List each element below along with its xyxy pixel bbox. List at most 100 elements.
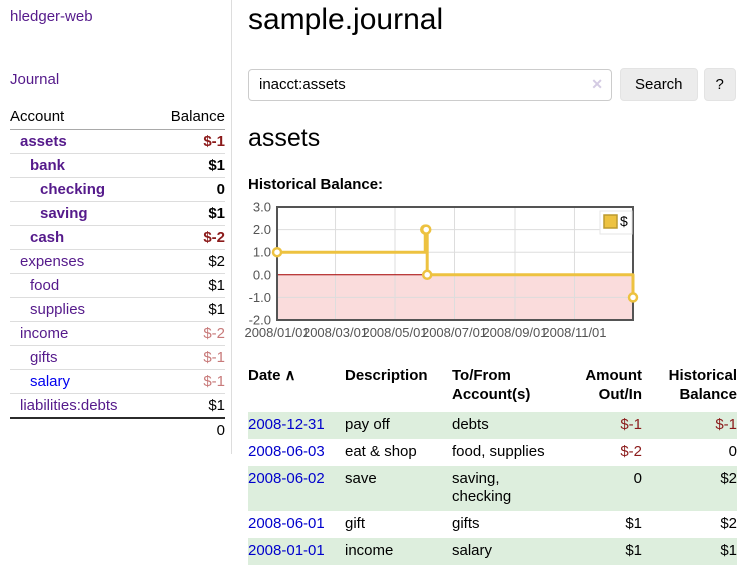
accounts-total-row: 0	[10, 417, 225, 442]
account-link[interactable]: supplies	[30, 301, 86, 318]
account-row: income $-2	[10, 321, 225, 346]
transaction-date-link[interactable]: 2008-06-01	[248, 515, 325, 532]
transaction-amount: $-1	[620, 416, 642, 433]
account-balance: $-1	[203, 349, 225, 366]
account-balance: 0	[216, 181, 225, 198]
account-link[interactable]: income	[20, 325, 69, 342]
search-input[interactable]	[248, 68, 612, 101]
transaction-accounts: salary	[452, 542, 493, 559]
transaction-description: pay off	[345, 416, 390, 433]
svg-text:3.0: 3.0	[253, 200, 271, 215]
nav-journal-link[interactable]: Journal	[10, 71, 60, 88]
svg-text:-2.0: -2.0	[249, 313, 271, 328]
transaction-date-link[interactable]: 2008-06-03	[248, 443, 325, 460]
account-balance: $1	[208, 205, 225, 222]
account-row: saving $1	[10, 201, 225, 226]
transaction-balance: $1	[720, 542, 737, 559]
svg-text:2008/05/01: 2008/05/01	[362, 325, 427, 340]
register-table: Date ∧ Description To/From Account(s) Amo…	[248, 364, 737, 565]
account-link[interactable]: checking	[40, 181, 106, 198]
page-title: sample.journal	[248, 3, 444, 36]
account-link[interactable]: bank	[30, 157, 66, 174]
sidebar: hledger-web Journal Account Balance asse…	[0, 0, 232, 454]
register-header-balance: Historical Balance	[668, 367, 737, 403]
transaction-description: save	[345, 470, 377, 487]
account-link[interactable]: saving	[40, 205, 88, 222]
transaction-date-link[interactable]: 2008-12-31	[248, 416, 325, 433]
chart-heading: Historical Balance:	[248, 176, 384, 193]
search-button[interactable]: Search	[620, 68, 698, 101]
account-balance: $-1	[203, 373, 225, 390]
search-form: ✕ Search ?	[248, 68, 742, 101]
account-link[interactable]: food	[30, 277, 60, 294]
chart-svg: $3.0 2.0 1.0 0.0 -1.0 -2.02008/01/012008/03/0…	[244, 200, 639, 340]
accounts-table: Account Balance assets $-1 bank $1 check…	[10, 105, 225, 442]
account-link[interactable]: gifts	[30, 349, 58, 366]
transaction-amount: $1	[625, 542, 642, 559]
transaction-balance: $-1	[715, 416, 737, 433]
svg-text:2008/07/01: 2008/07/01	[422, 325, 487, 340]
account-link[interactable]: liabilities:debts	[20, 397, 118, 414]
account-row: food $1	[10, 273, 225, 298]
transaction-row: 2008-12-31 pay off debts $-1 $-1	[248, 412, 737, 439]
account-link[interactable]: salary	[30, 373, 71, 390]
account-row: liabilities:debts $1	[10, 393, 225, 418]
transaction-amount: $-2	[620, 443, 642, 460]
svg-text:$: $	[620, 213, 628, 229]
account-link[interactable]: assets	[20, 133, 67, 150]
svg-text:2008/09/01: 2008/09/01	[482, 325, 547, 340]
svg-text:2.0: 2.0	[253, 222, 271, 237]
account-link[interactable]: expenses	[20, 253, 85, 270]
transaction-description: eat & shop	[345, 443, 417, 460]
account-row: gifts $-1	[10, 345, 225, 370]
register-header-row: Date ∧ Description To/From Account(s) Amo…	[248, 364, 737, 412]
account-heading: assets	[248, 124, 321, 152]
transaction-row: 2008-06-03 eat & shop food, supplies $-2…	[248, 439, 737, 466]
account-balance: $-2	[203, 325, 225, 342]
sort-ascending-icon: ∧	[284, 367, 296, 384]
accounts-header-balance: Balance	[152, 105, 225, 130]
transaction-row: 2008-06-02 save saving, checking 0 $2	[248, 466, 737, 511]
account-row: assets $-1	[10, 130, 225, 154]
accounts-header-account: Account	[10, 105, 153, 130]
register-header-date[interactable]: Date ∧	[248, 367, 296, 384]
register-header-description: Description	[345, 367, 428, 384]
account-row: cash $-2	[10, 225, 225, 250]
account-row: supplies $1	[10, 297, 225, 322]
transaction-description: gift	[345, 515, 366, 532]
register-header-amount: Amount Out/In	[585, 367, 642, 403]
svg-text:2008/11/01: 2008/11/01	[542, 325, 606, 340]
svg-text:-1.0: -1.0	[249, 290, 271, 305]
account-balance: $1	[208, 157, 225, 174]
account-balance: $1	[208, 301, 225, 318]
transaction-balance: 0	[728, 443, 737, 460]
account-row: expenses $2	[10, 249, 225, 274]
help-button[interactable]: ?	[703, 68, 736, 101]
transaction-date-link[interactable]: 2008-01-01	[248, 542, 325, 559]
account-balance: $1	[208, 277, 225, 294]
account-link[interactable]: cash	[30, 229, 65, 246]
transaction-accounts: food, supplies	[452, 443, 545, 460]
transaction-balance: $2	[720, 515, 737, 532]
transaction-description: income	[345, 542, 394, 559]
account-balance: $1	[208, 397, 225, 414]
transaction-accounts: gifts	[452, 515, 480, 532]
transaction-balance: $2	[720, 470, 737, 487]
svg-text:1.0: 1.0	[253, 245, 271, 260]
brand-link[interactable]: hledger-web	[10, 8, 93, 25]
transaction-amount: 0	[633, 470, 642, 487]
svg-text:2008/01/01: 2008/01/01	[245, 325, 310, 340]
transaction-accounts: debts	[452, 416, 489, 433]
register-header-accounts: To/From Account(s)	[452, 367, 531, 403]
transaction-row: 2008-06-01 gift gifts $1 $2	[248, 511, 737, 538]
main-content: sample.journal ✕ Search ? assets Histori…	[244, 0, 742, 565]
transaction-accounts: saving, checking	[452, 470, 512, 505]
transaction-date-link[interactable]: 2008-06-02	[248, 470, 325, 487]
transaction-amount: $1	[625, 515, 642, 532]
historical-balance-chart: $3.0 2.0 1.0 0.0 -1.0 -2.0 2008/01/01 2008/03/0…	[244, 200, 647, 352]
svg-text:2008/03/01: 2008/03/01	[303, 325, 368, 340]
account-row: salary $-1	[10, 369, 225, 394]
svg-text:0.0: 0.0	[253, 267, 271, 282]
account-balance: $2	[208, 253, 225, 270]
clear-search-icon[interactable]: ✕	[591, 75, 603, 92]
